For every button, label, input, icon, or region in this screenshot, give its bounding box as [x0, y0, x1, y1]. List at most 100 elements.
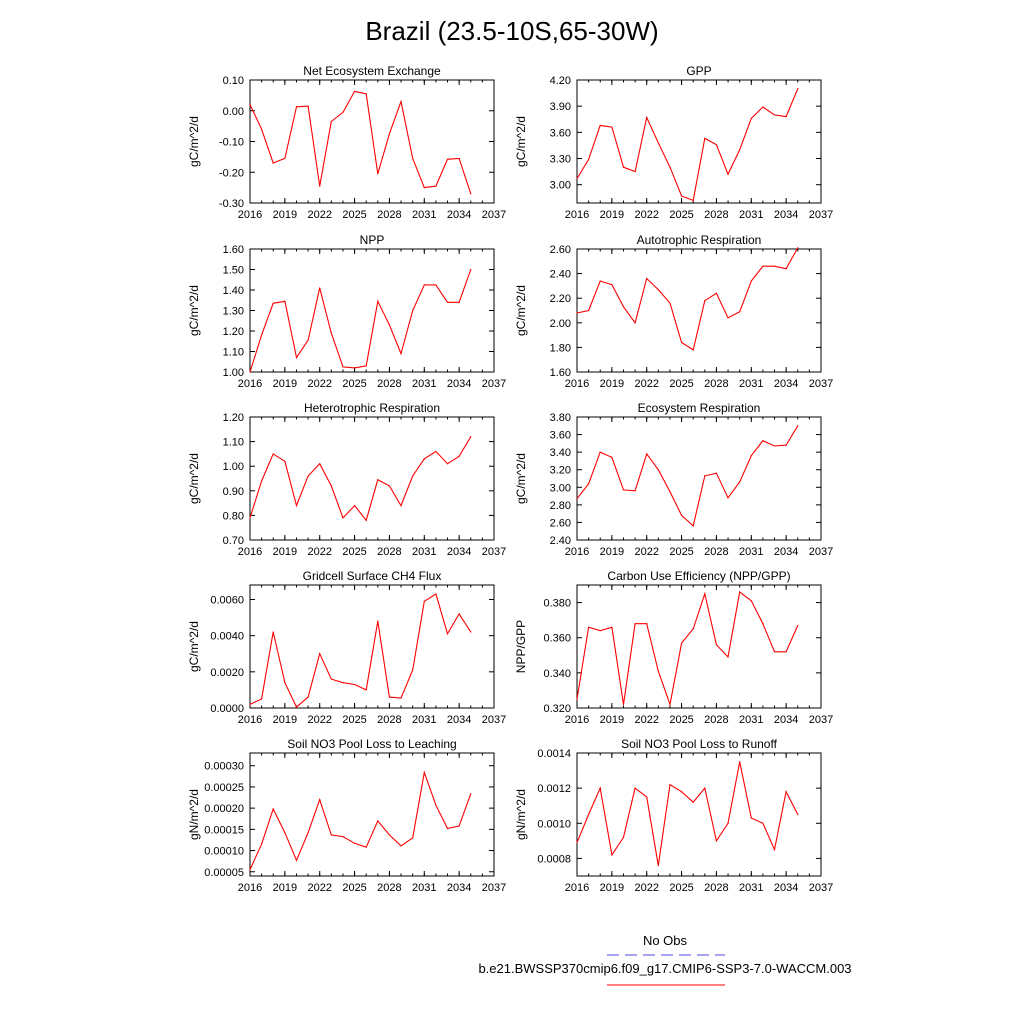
- data-point: [750, 280, 752, 282]
- x-tick-label: 2031: [412, 209, 436, 221]
- series-line: [249, 90, 472, 194]
- x-tick-label: 2019: [273, 882, 297, 894]
- y-tick-label: 2.80: [550, 500, 571, 512]
- data-point: [423, 284, 425, 286]
- data-point: [319, 799, 321, 801]
- data-point: [307, 105, 309, 107]
- panel-title: Heterotrophic Respiration: [304, 401, 440, 415]
- y-tick-label: 3.00: [550, 180, 571, 192]
- x-tick-label: 2016: [565, 546, 589, 558]
- panel-title: Autotrophic Respiration: [637, 233, 762, 247]
- x-tick-label: 2031: [412, 882, 436, 894]
- x-tick-label: 2022: [634, 882, 658, 894]
- data-point: [715, 292, 718, 294]
- data-point: [365, 93, 367, 95]
- data-point: [284, 682, 286, 684]
- data-point: [622, 306, 625, 308]
- data-point: [249, 703, 251, 705]
- data-point: [342, 111, 344, 113]
- data-point: [773, 265, 776, 267]
- y-tick-label: 3.80: [550, 412, 571, 424]
- data-point: [785, 268, 787, 270]
- y-tick-label: 0.00015: [204, 824, 244, 836]
- plot-frame: [576, 79, 822, 204]
- x-tick-label: 2025: [342, 546, 366, 558]
- data-point: [470, 268, 472, 271]
- x-tick-label: 2028: [377, 546, 401, 558]
- plot-frame: [249, 79, 495, 204]
- series-line: [249, 593, 472, 708]
- x-tick-label: 2022: [307, 378, 331, 390]
- data-point: [797, 624, 799, 627]
- data-point: [611, 284, 613, 286]
- data-point: [272, 808, 274, 810]
- data-point: [353, 504, 356, 507]
- data-point: [423, 600, 425, 602]
- data-point: [785, 651, 787, 653]
- y-axis-label: gC/m^2/d: [514, 116, 528, 167]
- chart-panel: Heterotrophic Respiration gC/m^2/d 2016 201…: [187, 401, 506, 558]
- data-point: [622, 166, 625, 168]
- y-tick-label: 4.20: [550, 75, 571, 87]
- data-point: [588, 813, 590, 816]
- x-tick-label: 2019: [273, 546, 297, 558]
- data-point: [797, 425, 799, 427]
- y-tick-label: 3.40: [550, 447, 571, 459]
- y-tick-label: 1.80: [550, 342, 571, 354]
- data-point: [261, 698, 263, 700]
- data-point: [284, 460, 286, 462]
- x-tick-label: 2028: [377, 209, 401, 221]
- data-point: [785, 444, 787, 446]
- legend-label-model: b.e21.BWSSP370cmip6.f09_g17.CMIP6-SSP3-7…: [478, 961, 851, 976]
- plot-frame: [249, 416, 495, 541]
- data-point: [692, 801, 694, 803]
- data-point: [657, 670, 659, 672]
- x-tick-label: 2022: [307, 546, 331, 558]
- x-tick-label: 2031: [739, 882, 763, 894]
- data-point: [669, 784, 671, 786]
- data-point: [365, 519, 367, 521]
- panel-title: NPP: [360, 233, 385, 247]
- y-tick-label: 0.0008: [537, 853, 571, 865]
- x-tick-label: 2034: [774, 882, 798, 894]
- data-point: [576, 842, 578, 844]
- data-point: [330, 485, 332, 487]
- data-point: [692, 199, 694, 201]
- panels: Net Ecosystem Exchange gC/m^2/d 2016 2019 20…: [187, 64, 833, 894]
- data-point: [588, 158, 590, 160]
- chart-panel: Net Ecosystem Exchange gC/m^2/d 2016 2019 20…: [187, 64, 506, 221]
- data-point: [704, 593, 706, 595]
- chart-panel: Soil NO3 Pool Loss to Leaching gN/m^2/d 20…: [187, 737, 506, 894]
- x-tick-label: 2019: [273, 378, 297, 390]
- x-tick-label: 2037: [809, 546, 833, 558]
- x-tick-label: 2037: [809, 209, 833, 221]
- x-tick-label: 2037: [809, 378, 833, 390]
- data-point: [622, 489, 625, 491]
- x-tick-label: 2025: [342, 209, 366, 221]
- data-point: [750, 817, 752, 819]
- data-point: [727, 173, 729, 175]
- data-point: [470, 193, 472, 195]
- x-tick-label: 2028: [704, 546, 728, 558]
- y-tick-label: 0.90: [223, 486, 244, 498]
- x-tick-label: 2037: [482, 882, 506, 894]
- data-point: [458, 157, 460, 160]
- series-line: [249, 436, 472, 522]
- data-point: [588, 626, 590, 628]
- x-tick-label: 2031: [739, 546, 763, 558]
- y-axis-label: NPP/GPP: [514, 620, 528, 673]
- data-point: [284, 157, 286, 160]
- data-point: [272, 302, 274, 304]
- data-point: [773, 445, 776, 447]
- x-tick-label: 2025: [342, 882, 366, 894]
- data-point: [307, 475, 309, 477]
- plot-frame: [249, 584, 495, 709]
- y-tick-label: 1.60: [223, 244, 244, 256]
- data-point: [669, 166, 671, 168]
- data-point: [727, 317, 729, 319]
- x-tick-label: 2019: [600, 546, 624, 558]
- data-point: [388, 485, 391, 487]
- data-point: [319, 653, 321, 655]
- x-tick-label: 2028: [704, 378, 728, 390]
